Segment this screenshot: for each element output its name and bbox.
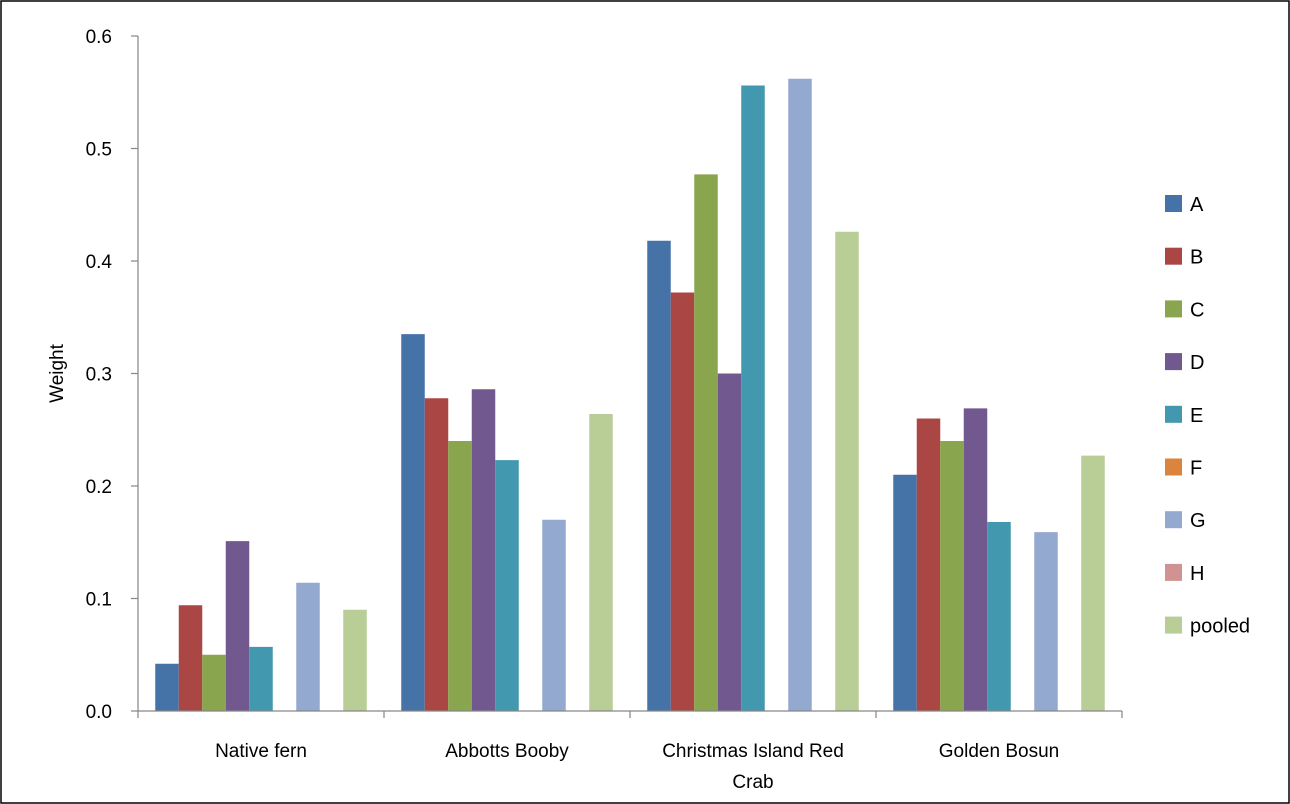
y-tick-label: 0.4 xyxy=(86,252,113,273)
bar-b-3 xyxy=(670,292,695,711)
legend-swatch-a xyxy=(1165,195,1182,212)
bar-a-2 xyxy=(401,334,425,712)
bar-a-1 xyxy=(155,663,179,711)
bar-e-3 xyxy=(741,85,765,711)
legend-label-e: E xyxy=(1190,405,1203,427)
legend-swatch-b xyxy=(1165,247,1182,265)
y-tick-label: 0.3 xyxy=(86,365,112,386)
bar-g-4 xyxy=(1034,532,1058,712)
bar-e-1 xyxy=(249,646,273,712)
plot-area xyxy=(155,78,1105,712)
legend-label-b: B xyxy=(1190,247,1203,269)
bar-d-3 xyxy=(717,373,742,711)
bar-c-1 xyxy=(202,654,226,711)
legend-label-pooled: pooled xyxy=(1190,616,1250,638)
y-tick-label: 0.5 xyxy=(86,140,112,161)
y-axis-label: Weight xyxy=(47,343,68,403)
legend-label-c: C xyxy=(1190,299,1204,321)
legend-swatch-g xyxy=(1165,511,1182,529)
bar-b-1 xyxy=(178,605,203,711)
bar-c-3 xyxy=(694,174,718,712)
bar-b-2 xyxy=(424,398,449,711)
legend-swatch-d xyxy=(1165,353,1182,371)
bar-b-4 xyxy=(916,418,941,711)
x-tick-label: Abbotts Booby xyxy=(445,741,569,762)
y-tick-label: 0.0 xyxy=(86,702,112,723)
bar-e-4 xyxy=(987,522,1011,711)
legend-swatch-h xyxy=(1165,563,1182,581)
x-tick-label: Golden Bosun xyxy=(939,741,1059,762)
y-tick-label: 0.1 xyxy=(86,590,112,611)
legend-label-h: H xyxy=(1190,563,1204,585)
legend-swatch-pooled xyxy=(1165,616,1182,634)
legend-label-g: G xyxy=(1190,510,1206,532)
axes: 0.0 0.1 0.2 0.3 0.4 0.5 0.6 Weight Native fern Ab… xyxy=(47,27,1123,793)
bar-a-4 xyxy=(893,474,917,711)
legend-swatch-c xyxy=(1165,300,1182,318)
bar-d-4 xyxy=(963,408,988,712)
legend-swatch-f xyxy=(1165,458,1182,476)
bar-pooled-1 xyxy=(343,609,367,711)
x-tick-label: Christmas Island Red Crab xyxy=(662,741,844,793)
bar-pooled-3 xyxy=(835,231,859,711)
y-tick-label: 0.2 xyxy=(86,477,112,498)
bar-g-3 xyxy=(788,78,812,711)
bar-d-1 xyxy=(225,541,250,712)
bar-d-2 xyxy=(471,389,496,711)
x-tick-label: Native fern xyxy=(215,741,307,762)
bar-g-2 xyxy=(542,519,566,711)
legend-label-f: F xyxy=(1190,458,1202,480)
y-tick-label: 0.6 xyxy=(86,27,112,48)
bar-c-2 xyxy=(448,441,472,711)
legend-label-a: A xyxy=(1190,194,1204,216)
legend-swatch-e xyxy=(1165,405,1182,423)
bar-pooled-2 xyxy=(589,414,613,711)
bar-c-4 xyxy=(940,441,964,711)
bar-a-3 xyxy=(647,240,671,711)
legend-label-d: D xyxy=(1190,352,1204,374)
bar-e-2 xyxy=(495,460,519,712)
bar-g-1 xyxy=(296,582,320,711)
bar-pooled-4 xyxy=(1081,455,1105,712)
